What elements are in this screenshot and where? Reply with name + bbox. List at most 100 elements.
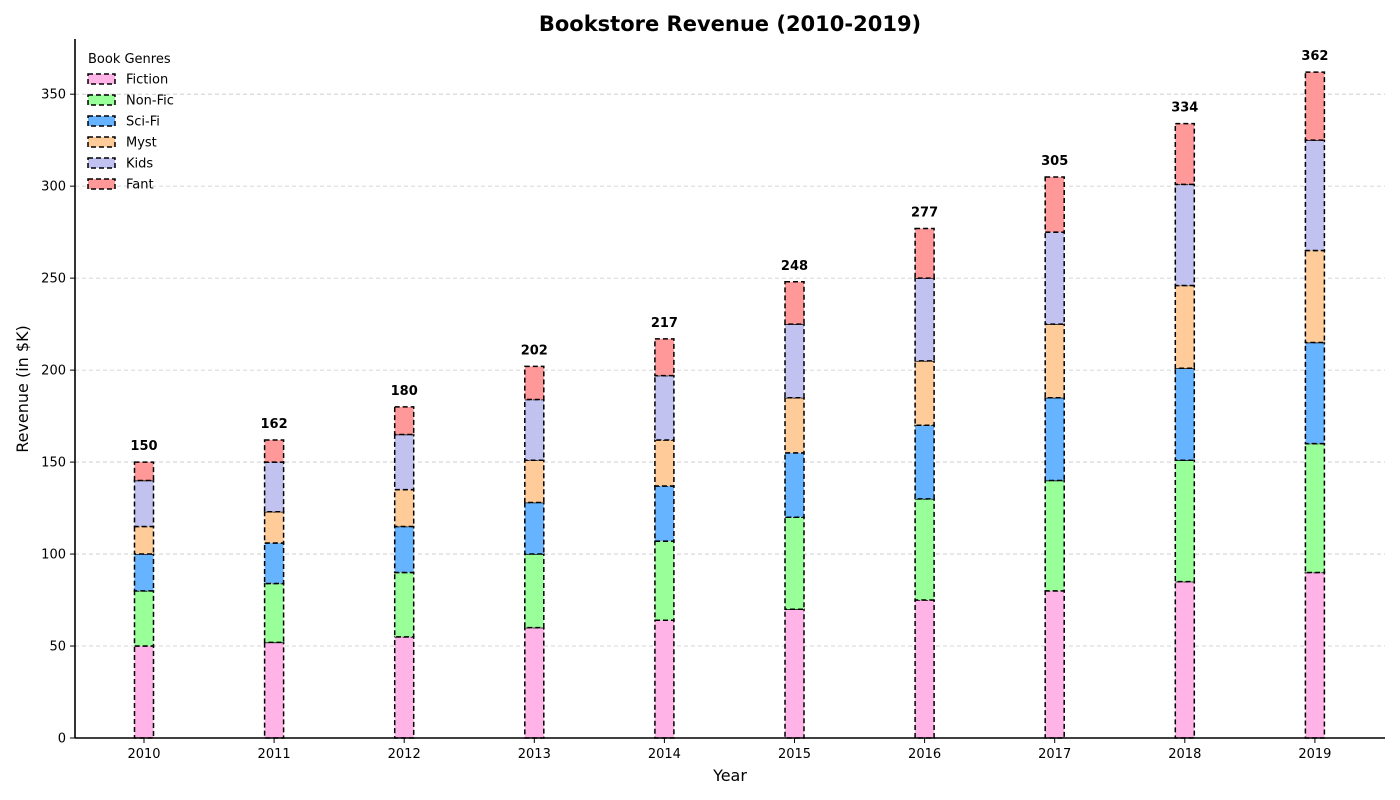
bar-segment xyxy=(263,582,285,644)
bar-segment xyxy=(654,540,675,622)
bar-segment xyxy=(784,323,805,399)
bar-segment xyxy=(393,571,415,638)
x-tick-label: 2018 xyxy=(1168,747,1201,762)
y-tick-label: 150 xyxy=(41,456,66,471)
total-label: 180 xyxy=(391,384,418,399)
legend: Book Genres Fiction Non-Fic Sci-Fi Myst Kids… xyxy=(87,52,174,193)
bar-segment xyxy=(914,277,935,362)
bar-segment xyxy=(1304,71,1326,141)
bar-segment xyxy=(133,645,155,739)
legend-label: Kids xyxy=(126,157,153,172)
bar-segment xyxy=(1174,367,1196,461)
bar-segment xyxy=(1044,323,1065,399)
legend-swatch xyxy=(87,94,116,106)
bar-segment xyxy=(654,439,675,487)
bar-segment xyxy=(524,398,545,461)
total-label: 277 xyxy=(911,205,938,220)
bar-segment xyxy=(784,452,805,519)
bar-segment xyxy=(784,608,805,739)
bar-segment xyxy=(654,374,675,441)
legend-swatch xyxy=(87,115,116,127)
bar-segment xyxy=(393,488,415,528)
legend-label: Myst xyxy=(126,136,157,151)
x-tick-label: 2012 xyxy=(388,747,421,762)
bar-segment xyxy=(393,433,415,491)
total-label: 150 xyxy=(130,439,157,454)
bar-segment xyxy=(393,636,415,739)
legend-swatch xyxy=(87,178,116,190)
bar-segment xyxy=(914,599,935,739)
bar-segment xyxy=(1174,580,1196,739)
bar-segment xyxy=(1174,284,1196,370)
bar-segment xyxy=(654,619,675,739)
x-tick-label: 2014 xyxy=(648,747,681,762)
bar-segment xyxy=(393,406,415,436)
bar-segment xyxy=(1044,396,1065,482)
legend-label: Non-Fic xyxy=(126,94,174,109)
bar-segment xyxy=(133,590,155,647)
bar-segment xyxy=(1044,590,1065,739)
bar-segment xyxy=(1174,183,1196,287)
bar-segment xyxy=(1044,176,1065,233)
x-tick-label: 2013 xyxy=(518,747,551,762)
total-label: 248 xyxy=(781,259,808,274)
chart-title: Bookstore Revenue (2010-2019) xyxy=(539,12,921,36)
total-label: 202 xyxy=(521,343,548,358)
axes-layer: 0 50 100 150 200 250 300 350 2010 2011 2012 2013 201… xyxy=(41,39,1385,762)
total-label: 217 xyxy=(651,316,678,331)
bar-segment xyxy=(914,360,935,427)
bar-segment xyxy=(524,553,545,629)
bar-segment xyxy=(784,516,805,610)
bar-segment xyxy=(654,485,675,542)
bar-segment xyxy=(263,641,285,739)
y-tick-label: 200 xyxy=(41,364,66,379)
legend-swatch xyxy=(87,136,116,148)
bar-segment xyxy=(133,553,155,592)
bar-segment xyxy=(524,459,545,504)
y-tick-label: 250 xyxy=(41,272,66,287)
total-label: 305 xyxy=(1041,154,1068,169)
bar-segment xyxy=(263,461,285,513)
bar-segment xyxy=(784,396,805,454)
y-tick-label: 50 xyxy=(49,640,66,655)
bar-segment xyxy=(654,338,675,377)
legend-title: Book Genres xyxy=(88,52,171,67)
bar-segment xyxy=(914,424,935,500)
bar-segment xyxy=(133,461,155,482)
bar-segment xyxy=(263,542,285,585)
total-label: 334 xyxy=(1171,101,1198,116)
bar-segment xyxy=(1304,139,1326,252)
legend-swatch xyxy=(87,73,116,85)
bar-segment xyxy=(263,510,285,544)
bar-segment xyxy=(1304,341,1326,445)
y-axis-title: Revenue (in $K) xyxy=(13,325,32,453)
y-tick-label: 0 xyxy=(58,732,66,747)
legend-swatch xyxy=(87,157,116,169)
bar-segment xyxy=(784,281,805,325)
labels-layer: 150 162 180 202 217 248 277 305 334 362 xyxy=(130,49,1328,454)
total-label: 362 xyxy=(1301,49,1328,64)
bar-segment xyxy=(1304,442,1326,574)
bar-segment xyxy=(914,498,935,601)
bar-segment xyxy=(263,439,285,463)
bar-segment xyxy=(133,479,155,528)
x-tick-label: 2015 xyxy=(778,747,811,762)
legend-label: Fant xyxy=(126,178,154,193)
legend-label: Sci-Fi xyxy=(126,115,160,130)
grid-layer xyxy=(75,93,1385,647)
x-tick-label: 2010 xyxy=(127,747,160,762)
x-tick-label: 2016 xyxy=(908,747,941,762)
bar-segment xyxy=(914,227,935,279)
bar-segment xyxy=(133,525,155,555)
bar-segment xyxy=(1304,249,1326,344)
y-tick-label: 350 xyxy=(41,88,66,103)
x-tick-label: 2011 xyxy=(258,747,291,762)
y-tick-label: 100 xyxy=(41,548,66,563)
bar-segment xyxy=(1044,231,1065,325)
total-label: 162 xyxy=(261,417,288,432)
bar-segment xyxy=(524,501,545,555)
bar-segment xyxy=(1174,122,1196,186)
bar-segment xyxy=(524,365,545,401)
